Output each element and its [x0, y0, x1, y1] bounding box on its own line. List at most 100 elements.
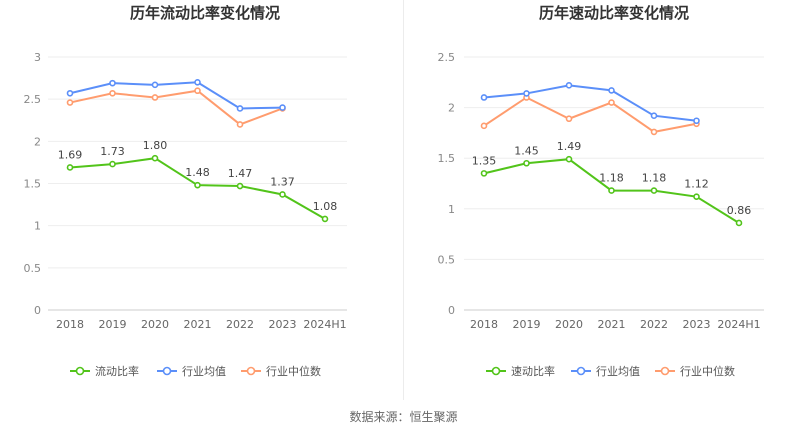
data-label: 1.08 — [313, 200, 338, 213]
data-point — [109, 79, 116, 87]
legend-label: 行业均值 — [182, 365, 226, 378]
data-point — [565, 82, 573, 89]
data-point — [650, 112, 658, 119]
series-line — [483, 84, 697, 122]
data-label: 1.18 — [599, 172, 624, 185]
y-tick-label: 3 — [34, 51, 41, 64]
legend-swatch-marker — [491, 366, 501, 376]
data-label: 1.45 — [514, 144, 539, 157]
panel-divider — [403, 0, 404, 400]
data-point — [523, 90, 530, 97]
x-tick-label: 2024H1 — [717, 318, 760, 331]
chart-title: 历年流动比率变化情况 — [130, 4, 280, 22]
x-tick-label: 2020 — [141, 318, 169, 331]
data-point — [236, 182, 244, 190]
x-tick-label: 2023 — [269, 318, 297, 331]
data-point — [66, 164, 74, 171]
y-tick-label: 1 — [34, 220, 41, 233]
quick-ratio-chart: 历年速动比率变化情况 0 0.5 1 1.5 2 2.5 2018 2019 2020 2021 20… — [404, 0, 807, 400]
data-label: 0.86 — [727, 204, 752, 217]
legend-label: 行业中位数 — [266, 364, 321, 378]
x-tick-label: 2018 — [56, 318, 84, 331]
legend-label: 流动比率 — [95, 364, 139, 378]
data-label: 1.35 — [472, 154, 497, 167]
data-label: 1.37 — [270, 175, 295, 188]
current-ratio-chart: 历年流动比率变化情况 0 0.5 1 1.5 2 2.5 3 2018 2019 2020 2021 2… — [0, 0, 403, 400]
y-tick-label: 2 — [448, 102, 455, 115]
x-tick-label: 2021 — [184, 318, 212, 331]
data-label: 1.69 — [58, 148, 83, 161]
y-tick-label: 0.5 — [24, 262, 42, 275]
data-point — [693, 193, 700, 200]
data-point — [151, 94, 159, 101]
x-tick-label: 2021 — [598, 318, 626, 331]
data-point — [480, 122, 488, 130]
y-tick-label: 0 — [34, 304, 41, 317]
legend-swatch-marker — [246, 366, 256, 376]
data-label: 1.73 — [100, 145, 125, 158]
data-point — [608, 187, 615, 194]
legend-swatch-marker — [576, 366, 586, 376]
x-tick-label: 2020 — [555, 318, 583, 331]
legend-label: 行业均值 — [596, 365, 640, 378]
legend-swatch-marker — [162, 366, 172, 376]
quick-ratio-chart-svg: 历年速动比率变化情况 0 0.5 1 1.5 2 2.5 2018 2019 2020 2021 20… — [438, 4, 764, 378]
y-tick-label: 0 — [448, 304, 455, 317]
data-point — [109, 160, 116, 168]
data-point — [608, 87, 615, 94]
data-point — [565, 115, 573, 123]
series-line — [483, 96, 697, 133]
series-line — [69, 81, 283, 110]
x-tick-label: 2024H1 — [303, 318, 346, 331]
x-tick-label: 2023 — [683, 318, 711, 331]
legend-label: 行业中位数 — [680, 364, 735, 378]
data-point — [480, 94, 488, 101]
data-point — [194, 79, 201, 86]
y-tick-label: 0.5 — [438, 253, 456, 266]
x-tick-label: 2022 — [640, 318, 668, 331]
data-source-note: 数据来源：恒生聚源 — [349, 410, 458, 424]
data-point — [194, 181, 201, 189]
data-point — [279, 191, 286, 198]
current-ratio-chart-svg: 历年流动比率变化情况 0 0.5 1 1.5 2 2.5 3 2018 2019 2020 2021 2… — [24, 4, 347, 378]
y-tick-label: 2 — [34, 135, 41, 148]
data-label: 1.48 — [185, 166, 210, 179]
data-point — [151, 81, 159, 89]
data-point — [66, 89, 74, 97]
data-label: 1.80 — [143, 139, 168, 152]
y-tick-label: 1.5 — [438, 152, 456, 165]
data-label: 1.12 — [684, 178, 709, 191]
legend-label: 速动比率 — [511, 364, 555, 378]
x-tick-label: 2019 — [99, 318, 127, 331]
data-point — [608, 99, 615, 106]
series-line — [69, 89, 283, 126]
data-point — [236, 105, 244, 112]
data-point — [480, 170, 488, 177]
data-point — [279, 104, 286, 111]
data-point — [66, 99, 74, 106]
y-tick-label: 2.5 — [438, 51, 456, 64]
data-point — [194, 87, 201, 95]
data-point — [523, 159, 530, 167]
data-point — [565, 155, 573, 163]
data-point — [151, 154, 159, 162]
x-tick-label: 2019 — [513, 318, 541, 331]
data-point — [735, 219, 743, 227]
data-point — [650, 128, 658, 136]
legend-swatch-marker — [660, 366, 670, 376]
y-tick-label: 1.5 — [24, 178, 42, 191]
data-point — [236, 121, 244, 128]
data-point — [109, 89, 116, 97]
legend-swatch-marker — [75, 366, 85, 376]
data-label: 1.18 — [642, 172, 667, 185]
y-tick-label: 1 — [448, 203, 455, 216]
data-point — [650, 187, 658, 194]
x-tick-label: 2018 — [470, 318, 498, 331]
data-point — [693, 117, 700, 125]
data-point — [321, 215, 329, 223]
data-label: 1.49 — [557, 140, 582, 153]
y-tick-label: 2.5 — [24, 93, 42, 106]
data-label: 1.47 — [228, 167, 253, 180]
x-tick-label: 2022 — [226, 318, 254, 331]
chart-title: 历年速动比率变化情况 — [539, 4, 689, 22]
